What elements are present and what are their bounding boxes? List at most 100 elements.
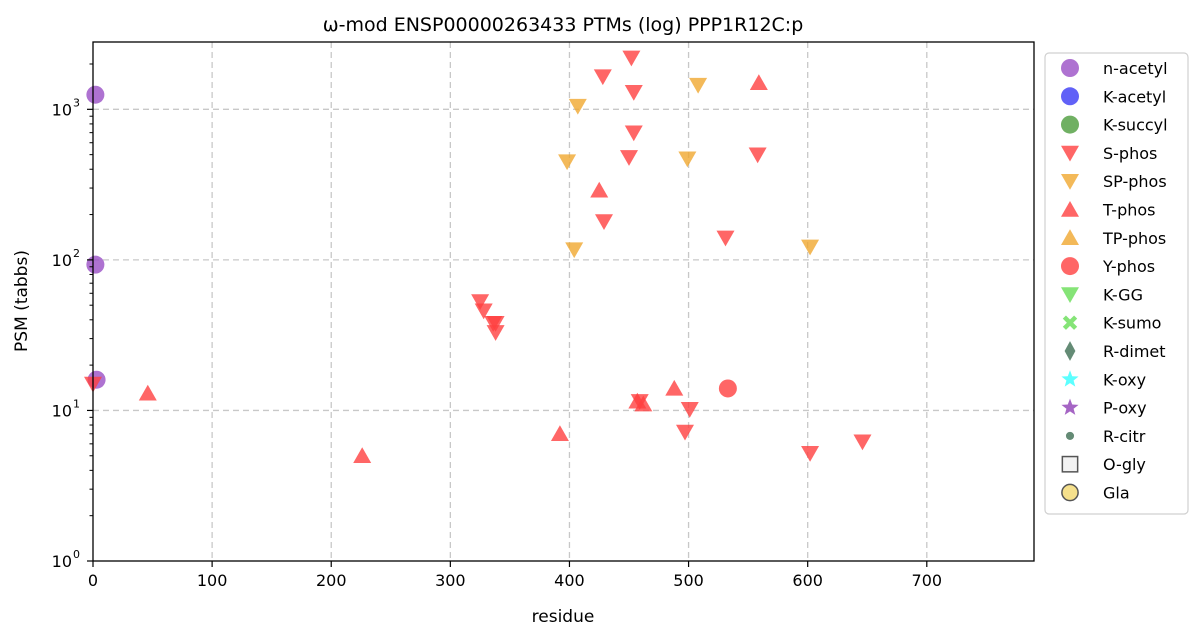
data-point-T-phos <box>138 384 157 401</box>
legend-label: T-phos <box>1102 201 1156 220</box>
data-point-S-phos <box>486 325 505 341</box>
legend-marker-O-gly <box>1061 455 1079 473</box>
x-tick-label: 500 <box>673 571 704 590</box>
legend-item: R-dimet <box>1064 341 1166 361</box>
data-point-S-phos <box>680 401 699 418</box>
legend-item: K-sumo <box>1062 314 1161 333</box>
data-point-S-phos <box>622 50 641 67</box>
legend-item: R-citr <box>1065 427 1146 446</box>
y-tick-exponent: 1 <box>73 397 80 410</box>
legend-item: K-succyl <box>1061 115 1168 135</box>
data-point-n-acetyl <box>86 255 105 274</box>
legend-marker-Y-phos <box>1061 257 1079 276</box>
data-point-S-phos <box>624 84 643 101</box>
legend-label: K-oxy <box>1103 370 1146 389</box>
data-point-S-phos <box>594 214 613 230</box>
legend-label: K-sumo <box>1103 314 1161 333</box>
legend-item: T-phos <box>1061 201 1156 220</box>
legend-label: P-oxy <box>1103 399 1147 418</box>
data-point-SP-phos <box>565 242 584 259</box>
legend-item: Gla <box>1061 483 1130 503</box>
legend-item: SP-phos <box>1061 172 1167 191</box>
y-tick-exponent: 3 <box>73 96 80 109</box>
legend-item: n-acetyl <box>1061 59 1168 78</box>
legend-label: O-gly <box>1103 455 1146 474</box>
data-points <box>84 50 872 463</box>
legend-label: TP-phos <box>1102 229 1166 248</box>
x-axis-label: residue <box>532 607 595 627</box>
legend-marker-TP-phos <box>1061 229 1079 245</box>
data-point-T-phos <box>550 425 569 441</box>
legend-label: S-phos <box>1103 144 1157 163</box>
data-point-T-phos <box>634 395 653 412</box>
y-tick-label: 10 <box>52 552 72 571</box>
data-point-T-phos <box>749 74 768 91</box>
legend-item: O-gly <box>1061 455 1146 474</box>
legend-marker-S-phos <box>1061 145 1079 162</box>
legend-label: SP-phos <box>1103 172 1167 191</box>
data-point-SP-phos <box>689 77 708 94</box>
data-point-S-phos <box>748 147 767 164</box>
plot-frame <box>92 41 1035 562</box>
legend-marker-SP-phos <box>1061 174 1079 190</box>
legend-box <box>1044 52 1189 515</box>
legend-marker-Gla <box>1061 483 1079 502</box>
data-point-S-phos <box>624 125 643 142</box>
data-point-S-phos <box>620 150 639 166</box>
legend-label: R-dimet <box>1103 342 1166 361</box>
grid-lines <box>93 42 1034 561</box>
legend-marker-K-GG <box>1061 287 1079 303</box>
legend: n-acetyl K-acetyl K-succyl S-phos SP-phos T-p… <box>1044 52 1189 515</box>
data-point-T-phos <box>353 447 372 463</box>
legend-marker-K-sumo <box>1062 315 1078 330</box>
legend-marker-K-acetyl <box>1061 87 1079 106</box>
data-point-S-phos <box>471 294 490 310</box>
legend-marker-R-citr <box>1065 431 1075 440</box>
data-point-S-phos <box>474 303 493 320</box>
data-point-S-phos <box>853 434 872 451</box>
data-point-T-phos <box>590 181 609 198</box>
legend-label: n-acetyl <box>1103 59 1168 78</box>
legend-label: R-citr <box>1103 427 1146 446</box>
legend-label: Gla <box>1103 484 1130 503</box>
legend-label: K-succyl <box>1103 116 1168 135</box>
data-point-SP-phos <box>568 98 587 115</box>
legend-item: P-oxy <box>1061 398 1147 418</box>
y-tick-label: 10 <box>52 401 72 420</box>
legend-marker-n-acetyl <box>1061 59 1079 77</box>
data-point-T-phos <box>665 379 684 396</box>
chart-title: ω-mod ENSP00000263433 PTMs (log) PPP1R12… <box>323 14 804 36</box>
data-point-S-phos <box>675 424 694 441</box>
x-tick-label: 400 <box>554 571 585 590</box>
data-point-n-acetyl <box>86 85 105 104</box>
x-tick-label: 0 <box>88 571 98 590</box>
legend-item: Y-phos <box>1061 257 1155 276</box>
legend-item: S-phos <box>1061 144 1157 163</box>
data-point-S-phos <box>801 445 820 462</box>
data-point-SP-phos <box>801 239 820 256</box>
legend-item: K-oxy <box>1061 370 1146 389</box>
legend-item: TP-phos <box>1061 229 1166 248</box>
y-axis-label: PSM (tabbs) <box>12 250 32 352</box>
data-point-SP-phos <box>678 151 697 168</box>
legend-marker-T-phos <box>1061 200 1079 217</box>
y-tick-label: 10 <box>52 251 72 270</box>
x-tick-label: 700 <box>912 571 943 590</box>
x-tick-label: 600 <box>792 571 823 590</box>
legend-item: K-GG <box>1061 285 1143 304</box>
x-tick-label: 300 <box>435 571 466 590</box>
y-tick-exponent: 0 <box>73 548 80 561</box>
legend-marker-K-oxy <box>1061 370 1079 387</box>
data-point-S-phos <box>716 230 735 247</box>
legend-marker-R-dimet <box>1064 341 1076 361</box>
legend-marker-P-oxy <box>1061 398 1079 415</box>
y-tick-label: 10 <box>52 100 72 119</box>
legend-label: K-GG <box>1103 285 1143 304</box>
data-point-S-phos <box>593 69 612 86</box>
legend-label: K-acetyl <box>1103 87 1166 106</box>
x-tick-label: 200 <box>316 571 347 590</box>
x-tick-label: 100 <box>197 571 228 590</box>
y-tick-exponent: 2 <box>73 247 80 260</box>
